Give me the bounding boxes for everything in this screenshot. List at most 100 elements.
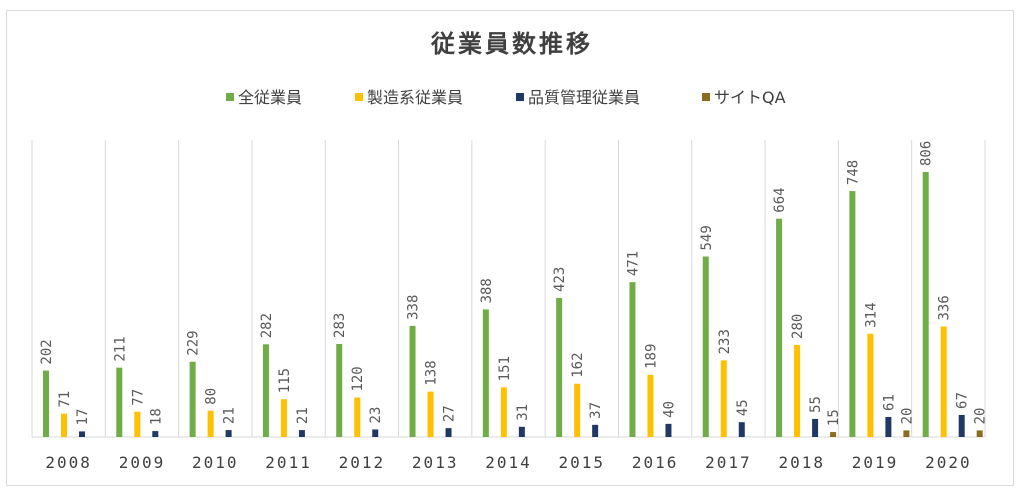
bar — [61, 413, 67, 437]
bar — [885, 416, 892, 437]
data-label: 138 — [424, 360, 440, 385]
chart-title: 従業員数推移 — [430, 30, 593, 58]
bar — [720, 360, 727, 437]
x-tick-label: 2010 — [192, 453, 239, 472]
bar — [152, 431, 159, 437]
bar — [830, 432, 837, 437]
data-label: 37 — [588, 402, 604, 419]
data-label: 280 — [790, 314, 806, 339]
x-tick-label: 2016 — [632, 453, 679, 472]
bar — [427, 391, 434, 437]
bar — [482, 309, 489, 437]
legend-label: 品質管理従業員 — [528, 88, 640, 107]
chart-legend: 全従業員 製造系従業員 品質管理従業員 サイトQA — [226, 88, 786, 107]
data-label: 388 — [479, 278, 495, 303]
data-label: 77 — [130, 389, 146, 406]
data-label: 18 — [148, 408, 164, 425]
bar — [518, 426, 525, 437]
data-label: 338 — [406, 295, 422, 320]
bar — [794, 344, 801, 437]
bar — [647, 374, 654, 437]
legend-item: サイトQA — [702, 88, 786, 107]
data-label: 806 — [919, 141, 935, 166]
x-axis-tick-labels: 2008 2009 2010 2011 2012 2013 2014 2015 2016 2017… — [45, 453, 972, 472]
data-label: 80 — [204, 388, 220, 405]
data-label: 282 — [259, 313, 275, 338]
x-tick-label: 2018 — [778, 453, 825, 472]
data-label: 162 — [570, 352, 586, 377]
legend-swatch — [355, 93, 363, 101]
data-label: 21 — [222, 407, 238, 424]
bar — [738, 422, 745, 437]
x-tick-label: 2008 — [45, 453, 92, 472]
legend-swatch — [516, 93, 524, 101]
bar — [665, 423, 672, 437]
data-label: 189 — [643, 344, 659, 369]
x-tick-label: 2019 — [852, 453, 899, 472]
bar — [976, 430, 983, 437]
bar — [116, 367, 123, 437]
bar — [574, 383, 581, 437]
data-label: 23 — [368, 407, 384, 424]
bar — [958, 414, 965, 437]
bar — [445, 428, 452, 437]
legend-label: サイトQA — [714, 88, 786, 107]
bar — [336, 343, 343, 437]
bar — [922, 172, 929, 437]
bar — [43, 370, 49, 437]
bar — [849, 191, 856, 437]
x-tick-label: 2017 — [705, 453, 752, 472]
data-label: 61 — [881, 394, 897, 411]
data-label: 15 — [826, 409, 842, 426]
data-label: 31 — [515, 404, 531, 421]
data-label: 27 — [442, 405, 458, 422]
bar — [500, 387, 507, 437]
data-label: 336 — [937, 295, 953, 320]
data-label: 748 — [845, 160, 861, 185]
data-label: 664 — [772, 187, 788, 212]
data-label: 21 — [295, 407, 311, 424]
x-tick-label: 2012 — [339, 453, 386, 472]
data-label: 283 — [332, 313, 348, 338]
data-label: 71 — [57, 391, 73, 408]
data-label: 115 — [277, 368, 293, 393]
bar — [298, 430, 305, 437]
bar — [812, 418, 819, 437]
data-label: 202 — [39, 339, 55, 364]
bar — [409, 325, 416, 437]
data-label: 67 — [955, 392, 971, 409]
bar — [556, 297, 563, 437]
bar — [225, 430, 232, 437]
bar — [903, 430, 910, 437]
data-label: 55 — [808, 396, 824, 413]
data-label: 211 — [112, 336, 128, 361]
legend-label: 全従業員 — [238, 88, 302, 107]
bar — [372, 429, 379, 437]
data-label: 120 — [350, 366, 366, 391]
bar — [280, 399, 287, 437]
data-label: 40 — [661, 401, 677, 418]
x-tick-label: 2009 — [119, 453, 166, 472]
bar — [940, 326, 947, 437]
legend-item: 製造系従業員 — [355, 88, 463, 107]
data-label: 20 — [899, 408, 915, 425]
bar — [262, 344, 269, 437]
bar — [79, 431, 85, 437]
bar — [134, 411, 141, 437]
data-label: 17 — [75, 409, 91, 426]
x-tick-label: 2013 — [412, 453, 459, 472]
legend-swatch — [702, 93, 710, 101]
chart-data-labels: 2027117211771822980212821152128312023338… — [39, 141, 989, 426]
data-label: 233 — [717, 329, 733, 354]
chart-border — [6, 10, 1014, 486]
bar — [207, 410, 214, 437]
data-label: 45 — [735, 399, 751, 416]
bar — [702, 256, 709, 437]
legend-label: 製造系従業員 — [367, 88, 463, 107]
data-label: 471 — [625, 251, 641, 276]
legend-item: 品質管理従業員 — [516, 88, 640, 107]
x-tick-label: 2020 — [925, 453, 972, 472]
x-tick-label: 2014 — [485, 453, 532, 472]
